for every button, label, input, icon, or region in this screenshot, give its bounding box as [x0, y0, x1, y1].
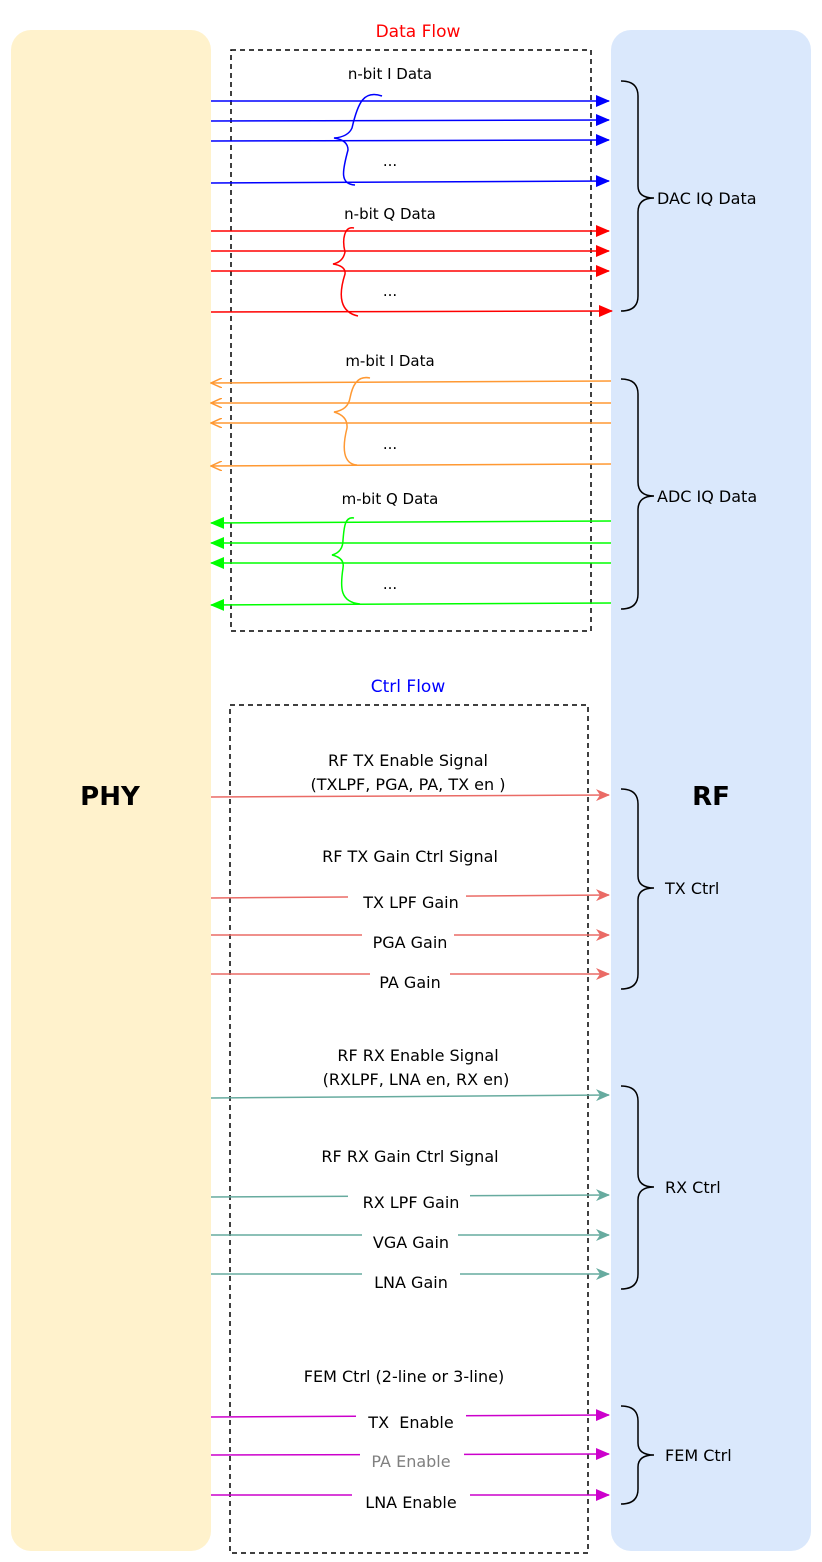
group-label: m-bit I Data	[345, 352, 434, 370]
adc-iq-label: ADC IQ Data	[657, 487, 757, 506]
n-bit-q-data-group: n-bit Q Data ...	[210, 205, 613, 318]
dac-iq-brace	[620, 80, 655, 312]
bit-brace	[332, 227, 359, 317]
group-label: n-bit Q Data	[344, 205, 436, 223]
pa-gain-label: PA Gain	[379, 973, 440, 992]
bit-brace	[333, 376, 371, 466]
tx-ctrl-label: TX Ctrl	[664, 879, 719, 898]
signal-arrow	[210, 305, 613, 318]
lna-enable-fem-label: LNA Enable	[365, 1493, 456, 1512]
rx-ctrl-label: RX Ctrl	[665, 1178, 721, 1197]
rx-ctrl-group: RF RX Enable Signal (RXLPF, LNA en, RX e…	[210, 1046, 610, 1293]
dac-iq-label: DAC IQ Data	[657, 189, 757, 208]
rx-enable-label-line1: RF RX Enable Signal	[337, 1046, 498, 1065]
rx-enable-label-line2: (RXLPF, LNA en, RX en)	[323, 1070, 510, 1089]
n-bit-i-data-group: n-bit I Data ...	[210, 65, 610, 188]
signal-arrow	[210, 114, 610, 127]
data-flow-box	[230, 49, 592, 632]
bit-brace	[331, 517, 361, 605]
tx-enable-label-line2: (TXLPF, PGA, PA, TX en )	[311, 775, 506, 794]
signal-arrow	[210, 134, 610, 147]
tx-gain-title: RF TX Gain Ctrl Signal	[322, 847, 498, 866]
signal-arrow	[211, 381, 612, 383]
ellipsis: ...	[383, 282, 397, 300]
data-flow-title: Data Flow	[376, 22, 461, 42]
tx-ctrl-brace	[620, 788, 655, 990]
group-label: n-bit I Data	[348, 65, 432, 83]
m-bit-i-data-group: m-bit I Data ...	[211, 352, 612, 466]
tx-ctrl-group: RF TX Enable Signal (TXLPF, PGA, PA, TX …	[210, 751, 610, 993]
vga-gain-label: VGA Gain	[373, 1233, 449, 1252]
signal-arrow	[211, 464, 612, 466]
rf-block	[611, 30, 811, 1551]
group-label: m-bit Q Data	[342, 490, 439, 508]
tx-enable-fem-label: TX Enable	[367, 1413, 453, 1432]
fem-ctrl-group: FEM Ctrl (2-line or 3-line) TX Enable PA…	[210, 1367, 610, 1513]
phy-block	[11, 30, 211, 1551]
m-bit-q-data-group: m-bit Q Data ...	[210, 490, 612, 611]
tx-enable-label-line1: RF TX Enable Signal	[328, 751, 488, 770]
ellipsis: ...	[383, 152, 397, 170]
signal-arrow	[210, 175, 610, 188]
ellipsis: ...	[383, 575, 397, 593]
rx-enable-arrow	[210, 1089, 610, 1102]
bit-brace	[333, 93, 383, 186]
lna-gain-label: LNA Gain	[374, 1273, 448, 1292]
phy-label: PHY	[80, 782, 141, 812]
ellipsis: ...	[383, 435, 397, 453]
fem-ctrl-brace	[620, 1405, 655, 1505]
pa-enable-fem-label: PA Enable	[371, 1452, 450, 1471]
fem-title: FEM Ctrl (2-line or 3-line)	[304, 1367, 504, 1386]
rx-lpf-gain-label: RX LPF Gain	[363, 1193, 460, 1212]
rx-gain-title: RF RX Gain Ctrl Signal	[321, 1147, 498, 1166]
rx-ctrl-brace	[620, 1085, 655, 1290]
rf-label: RF	[692, 782, 730, 812]
fem-ctrl-label: FEM Ctrl	[665, 1446, 732, 1465]
pga-gain-label: PGA Gain	[373, 933, 448, 952]
ctrl-flow-title: Ctrl Flow	[371, 677, 446, 697]
signal-arrow	[210, 598, 612, 611]
signal-arrow	[210, 516, 612, 529]
tx-enable-arrow	[210, 789, 610, 802]
tx-lpf-gain-label: TX LPF Gain	[362, 893, 458, 912]
adc-iq-brace	[620, 378, 655, 610]
